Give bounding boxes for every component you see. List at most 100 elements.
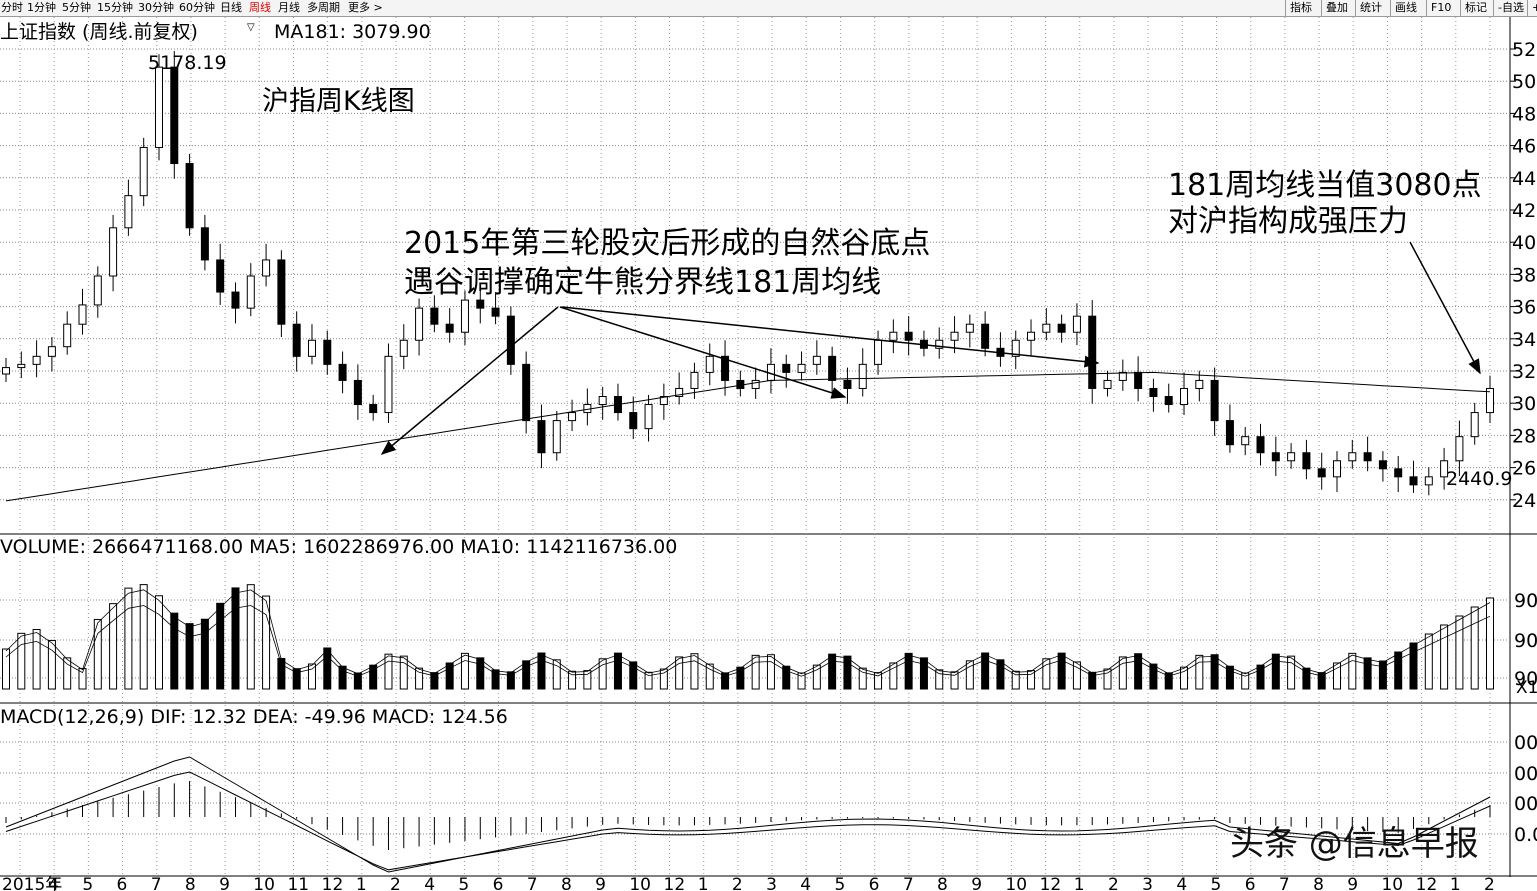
- macd-series: [5, 756, 1491, 873]
- toolbar-button[interactable]: 统计: [1355, 0, 1386, 16]
- candle-body: [93, 275, 102, 306]
- volume-bar: [904, 652, 913, 690]
- candle-body: [568, 412, 577, 422]
- x-tick-label: 8: [1313, 875, 1324, 891]
- candle-body: [812, 355, 821, 365]
- volume-bar: [93, 618, 102, 690]
- volume-bar: [1027, 670, 1036, 690]
- y-tick-label: 400: [1512, 232, 1537, 254]
- expand-chevron-icon[interactable]: ▽: [247, 22, 255, 33]
- main-grid: [0, 17, 1516, 876]
- volume-bar: [782, 665, 791, 690]
- volume-bar: [506, 671, 515, 690]
- volume-bar: [644, 671, 653, 690]
- volume-bar: [874, 672, 883, 690]
- candle-body: [369, 404, 378, 414]
- candle-body: [1317, 468, 1326, 478]
- volume-bar: [613, 652, 622, 690]
- candle-body: [797, 363, 806, 373]
- x-tick-label: 2: [732, 875, 743, 891]
- candle-body: [63, 323, 72, 348]
- candle-body: [858, 363, 867, 389]
- toolbar-button[interactable]: 叠加: [1321, 0, 1352, 16]
- x-tick-label: 8: [185, 875, 196, 891]
- x-tick-label: 9: [971, 875, 982, 891]
- toolbar-button[interactable]: -自选: [1493, 0, 1528, 16]
- toolbar-button[interactable]: 画线: [1390, 0, 1421, 16]
- arrow-to-ma-right: [561, 306, 1100, 368]
- period-tab[interactable]: 5分钟: [62, 1, 91, 14]
- x-tick-label: 12: [322, 875, 344, 891]
- candle-body: [1363, 452, 1372, 462]
- candle-body: [200, 227, 209, 261]
- candle-body: [445, 323, 454, 333]
- ma181-line: [5, 371, 1491, 502]
- candle-body: [965, 323, 974, 333]
- period-tab[interactable]: 1分钟: [27, 1, 56, 14]
- candle-body: [537, 420, 546, 454]
- x-tick-label: 10: [1381, 875, 1403, 891]
- volume-bar: [491, 669, 500, 690]
- candle-body: [1164, 396, 1173, 406]
- y-tick-label: 500: [1512, 71, 1537, 93]
- period-tab[interactable]: 日线: [220, 1, 242, 14]
- volume-bar: [996, 659, 1005, 690]
- toolbar-button[interactable]: F10: [1426, 0, 1455, 16]
- candle-body: [950, 331, 959, 341]
- x-tick-label: 6: [117, 875, 128, 891]
- volume-bar: [981, 652, 990, 690]
- period-tab[interactable]: 30分钟: [138, 1, 174, 14]
- period-tab[interactable]: 15分钟: [97, 1, 133, 14]
- candle-body: [598, 396, 607, 406]
- period-tab[interactable]: 分时: [1, 1, 23, 14]
- candle-body: [32, 355, 41, 365]
- volume-ma10-line: [5, 605, 1491, 677]
- toolbar-button[interactable]: 指标: [1285, 0, 1316, 16]
- candle-body: [552, 420, 561, 454]
- low-label: 2440.9: [1446, 468, 1512, 490]
- volume-bar: [598, 658, 607, 690]
- volume-bar: [1486, 597, 1494, 690]
- volume-bar: [292, 668, 301, 690]
- volume-bar: [843, 655, 852, 690]
- period-toolbar: 分时 1分钟 5分钟 15分钟 30分钟 60分钟 日线 周线 月线 多周期 更多 > 指标 叠加 统计画…: [0, 0, 1537, 17]
- candle-body: [1088, 315, 1097, 389]
- y-tick-label: 900: [1514, 668, 1537, 690]
- candle-body: [384, 355, 393, 414]
- y-tick-label: 0.0: [1514, 824, 1537, 846]
- period-tab[interactable]: 60分钟: [179, 1, 215, 14]
- macd-dea-line: [5, 771, 1491, 871]
- period-tab[interactable]: 月线: [278, 1, 300, 14]
- toolbar-button[interactable]: +: [1527, 0, 1537, 16]
- volume-bar: [17, 632, 26, 690]
- candle-body: [1011, 339, 1020, 357]
- period-tab[interactable]: 更多 >: [348, 1, 383, 14]
- toolbar-button[interactable]: 标记: [1460, 0, 1491, 16]
- candle-body: [828, 355, 837, 381]
- candle-body: [1271, 452, 1280, 462]
- candle-body: [338, 363, 347, 381]
- volume-bar: [1455, 615, 1464, 690]
- volume-bar: [629, 661, 638, 690]
- candle-body: [216, 259, 225, 293]
- x-tick-label: 2: [1108, 875, 1119, 891]
- x-tick-label: 7: [151, 875, 162, 891]
- volume-bar: [32, 629, 41, 690]
- volume-bar: [1271, 653, 1280, 690]
- annotation-2-line-1: 181周均线当值3080点: [1168, 168, 1482, 203]
- macd-grid: [0, 741, 1510, 835]
- volume-bar: [1088, 671, 1097, 690]
- x-tick-label: 9: [1347, 875, 1358, 891]
- volume-bar: [231, 587, 240, 690]
- x-tick-label: 6: [1245, 875, 1256, 891]
- volume-bar: [109, 603, 118, 690]
- volume-bar: [552, 659, 561, 690]
- period-tab[interactable]: 多周期: [307, 1, 340, 14]
- x-tick-label: 7: [1279, 875, 1290, 891]
- y-tick-label: 440: [1512, 168, 1537, 190]
- volume-bar: [1470, 606, 1479, 690]
- volume-bar: [935, 669, 944, 690]
- period-tab[interactable]: 周线: [249, 1, 271, 14]
- candle-body: [2, 367, 10, 375]
